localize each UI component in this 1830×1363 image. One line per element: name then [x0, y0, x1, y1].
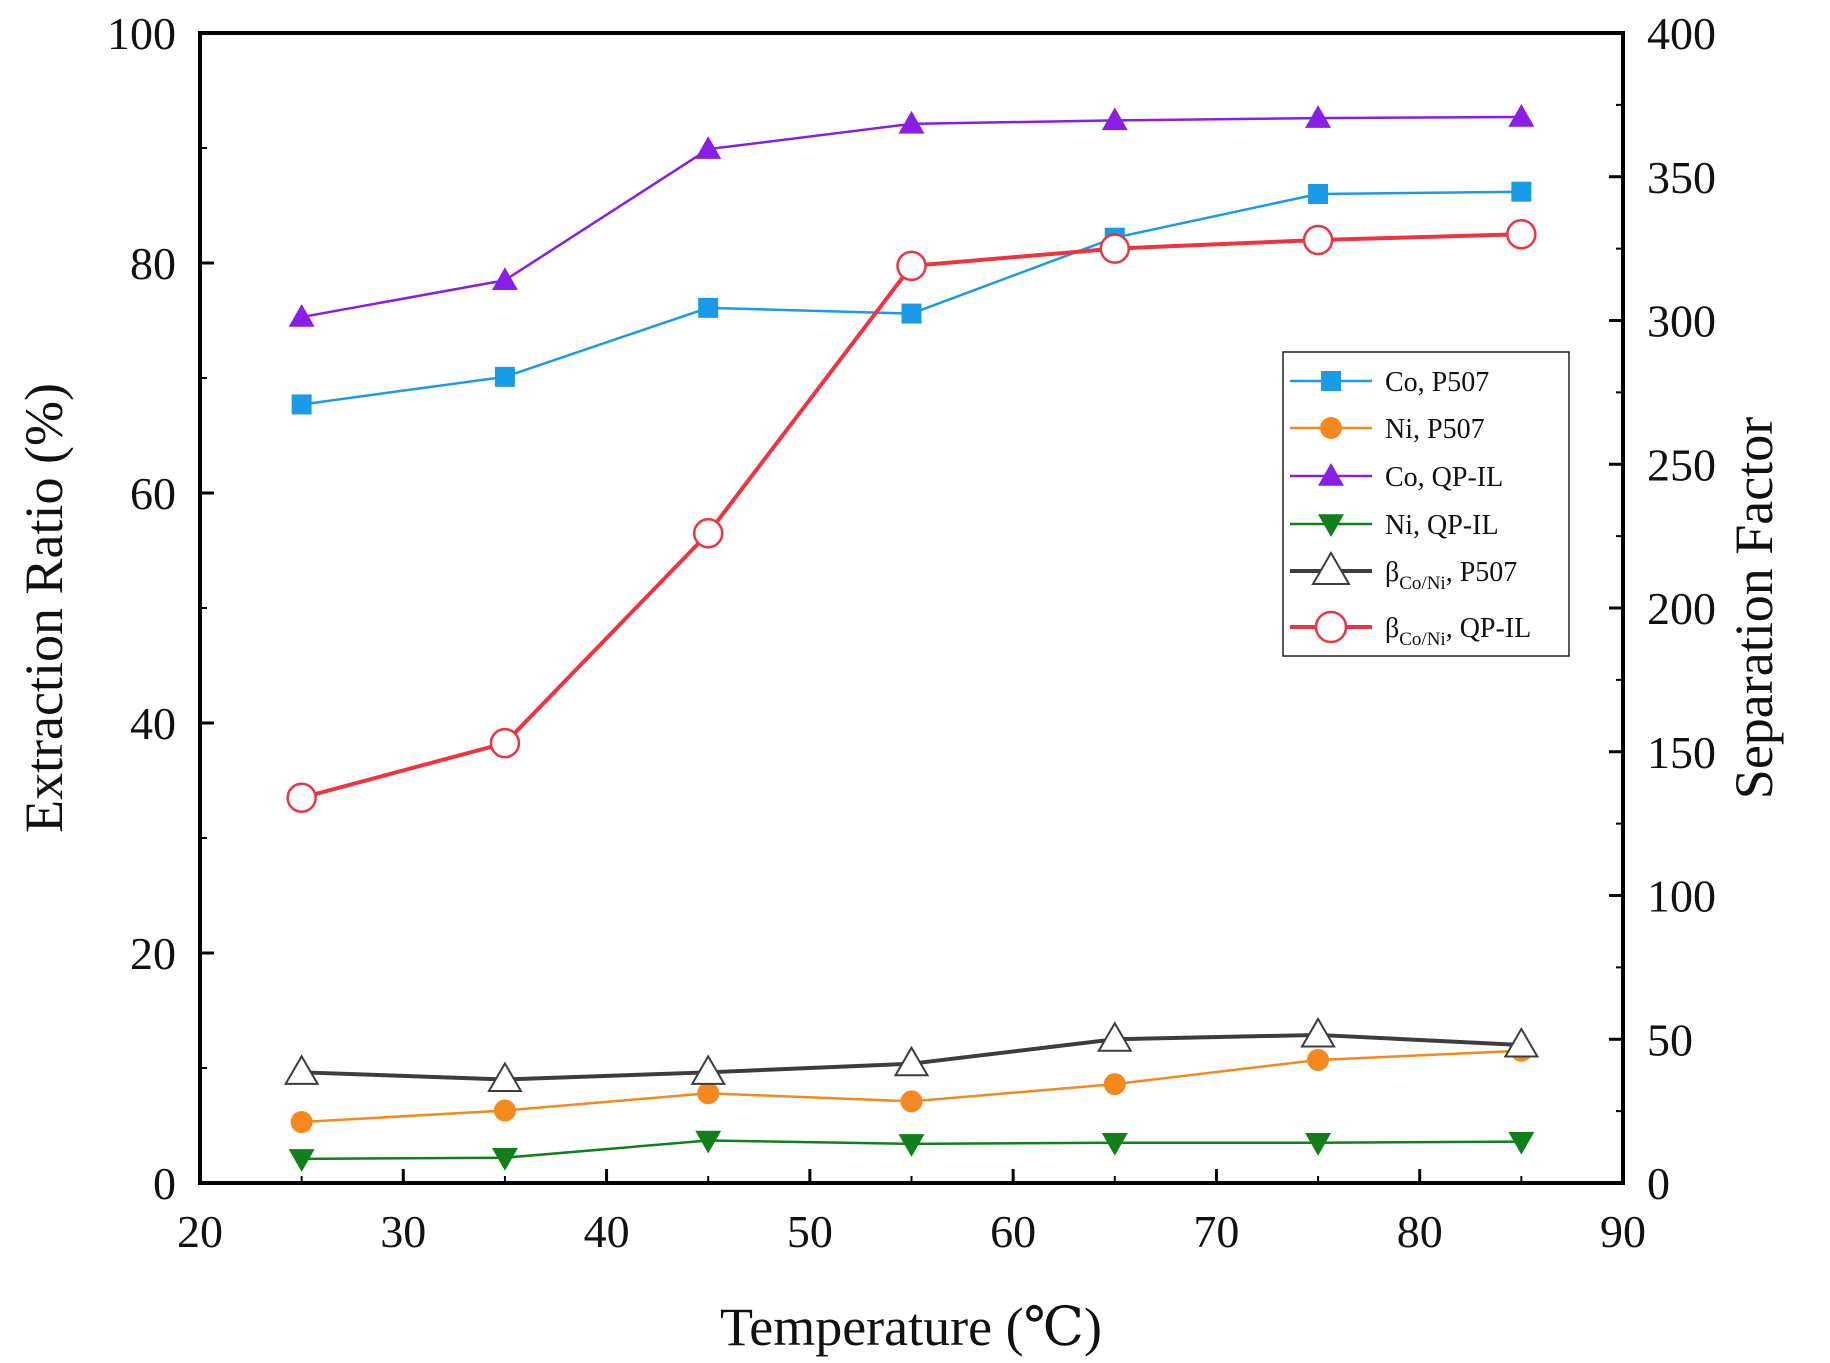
y2-tick-label-2: 100 — [1647, 871, 1716, 922]
legend-label-3: Ni, QP-IL — [1385, 510, 1499, 541]
series-3 — [288, 1130, 1535, 1172]
data-point-4-1 — [487, 1061, 523, 1093]
data-point-2-5 — [1305, 105, 1332, 128]
legend-marker-3 — [1318, 514, 1344, 537]
legend-entry-5: βCo/Ni, QP-IL — [1290, 610, 1531, 650]
x-tick-label-0: 20 — [177, 1206, 223, 1257]
data-point-3-4 — [1101, 1133, 1128, 1156]
x-tick-label-4: 60 — [990, 1206, 1036, 1257]
x-tick-label-1: 30 — [380, 1206, 426, 1257]
data-point-3-0 — [288, 1149, 315, 1172]
legend: Co, P507 Ni, P507 Co, QP-IL Ni, QP-IL βCo/Ni… — [1282, 351, 1570, 657]
data-point-3-1 — [491, 1147, 518, 1171]
data-point-0-6 — [1511, 181, 1532, 202]
y-tick-label-1: 20 — [130, 928, 176, 979]
series-line-2 — [301, 115, 1522, 319]
data-point-3-5 — [1305, 1133, 1332, 1156]
legend-label-2: Co, QP-IL — [1385, 462, 1503, 493]
y2-tick-label-0: 0 — [1647, 1158, 1670, 1209]
x-tick-label-2: 40 — [584, 1206, 630, 1257]
y2-axis-title: Separation Factor — [1724, 417, 1784, 799]
x-tick-label-5: 70 — [1193, 1206, 1239, 1257]
series-5 — [286, 219, 1537, 813]
data-point-0-5 — [1308, 184, 1329, 204]
data-point-1-1 — [493, 1099, 516, 1122]
data-point-2-6 — [1508, 103, 1535, 127]
data-point-4-2 — [690, 1054, 726, 1085]
axis-layer: 20 30 40 50 60 70 80 90020406080100050100150200… — [107, 8, 1716, 1257]
data-point-5-3 — [896, 250, 927, 282]
y-tick-label-3: 60 — [130, 468, 176, 519]
data-point-2-0 — [288, 304, 315, 327]
y2-tick-label-3: 150 — [1647, 727, 1716, 778]
legend-marker-1 — [1320, 417, 1342, 439]
legend-entry-0: Co, P507 — [1290, 367, 1489, 398]
data-point-1-4 — [1103, 1073, 1126, 1096]
y-tick-label-4: 80 — [130, 238, 176, 289]
data-point-1-0 — [290, 1111, 313, 1134]
legend-label-1: Ni, P507 — [1385, 414, 1485, 445]
y2-tick-label-8: 400 — [1647, 8, 1716, 59]
y-tick-label-5: 100 — [107, 8, 176, 59]
data-point-4-5 — [1300, 1016, 1336, 1048]
data-point-4-0 — [283, 1054, 320, 1085]
data-point-0-0 — [291, 394, 312, 415]
data-point-3-2 — [695, 1130, 722, 1154]
series-2 — [288, 103, 1535, 327]
series-4 — [283, 1016, 1540, 1093]
legend-marker-0 — [1321, 371, 1341, 391]
y-axis-title: Extraction Ratio (%) — [14, 383, 74, 833]
legend-entries: Co, P507 Ni, P507 Co, QP-IL Ni, QP-IL βCo/Ni… — [1290, 367, 1531, 650]
data-point-5-5 — [1302, 224, 1334, 256]
data-point-4-3 — [893, 1045, 930, 1077]
legend-marker-4 — [1311, 551, 1351, 585]
legend-marker-5 — [1314, 610, 1348, 644]
series-layer — [283, 103, 1540, 1172]
data-point-1-2 — [697, 1082, 720, 1105]
data-point-0-1 — [494, 366, 515, 387]
legend-label-5: βCo/Ni, QP-IL — [1385, 613, 1531, 650]
data-point-0-3 — [901, 303, 922, 324]
x-tick-label-3: 50 — [787, 1206, 833, 1257]
data-point-5-0 — [286, 782, 317, 813]
data-point-5-6 — [1506, 219, 1537, 250]
legend-entry-2: Co, QP-IL — [1290, 462, 1503, 493]
legend-entry-4: βCo/Ni, P507 — [1290, 551, 1517, 594]
data-point-4-6 — [1503, 1027, 1540, 1058]
data-point-5-4 — [1099, 233, 1131, 264]
data-point-5-2 — [692, 518, 724, 549]
legend-label-4: βCo/Ni, P507 — [1385, 557, 1517, 594]
data-point-2-3 — [898, 110, 925, 134]
data-point-3-6 — [1508, 1131, 1535, 1155]
data-point-4-4 — [1097, 1021, 1133, 1052]
y2-tick-label-1: 50 — [1647, 1014, 1693, 1065]
data-point-3-3 — [898, 1134, 925, 1157]
data-point-2-4 — [1101, 107, 1128, 131]
y2-tick-label-4: 200 — [1647, 583, 1716, 634]
x-tick-label-7: 90 — [1600, 1206, 1646, 1257]
y2-tick-label-6: 300 — [1647, 296, 1716, 347]
y-tick-label-0: 0 — [153, 1158, 176, 1209]
data-point-2-2 — [695, 136, 722, 159]
legend-box — [1282, 351, 1570, 657]
data-point-1-3 — [900, 1090, 923, 1113]
data-point-0-2 — [698, 297, 719, 318]
legend-label-0: Co, P507 — [1385, 367, 1489, 398]
x-axis-title: Temperature (℃) — [720, 1297, 1102, 1357]
y2-tick-label-7: 350 — [1647, 152, 1716, 203]
x-tick-label-6: 80 — [1397, 1206, 1443, 1257]
data-point-2-1 — [491, 267, 518, 290]
legend-entry-1: Ni, P507 — [1290, 414, 1485, 445]
series-0 — [291, 181, 1532, 415]
y-tick-label-2: 40 — [130, 698, 176, 749]
y2-tick-label-5: 250 — [1647, 439, 1716, 490]
legend-marker-2 — [1318, 463, 1344, 486]
legend-entry-3: Ni, QP-IL — [1290, 510, 1499, 541]
data-point-1-5 — [1307, 1048, 1330, 1071]
data-point-5-1 — [489, 727, 521, 759]
